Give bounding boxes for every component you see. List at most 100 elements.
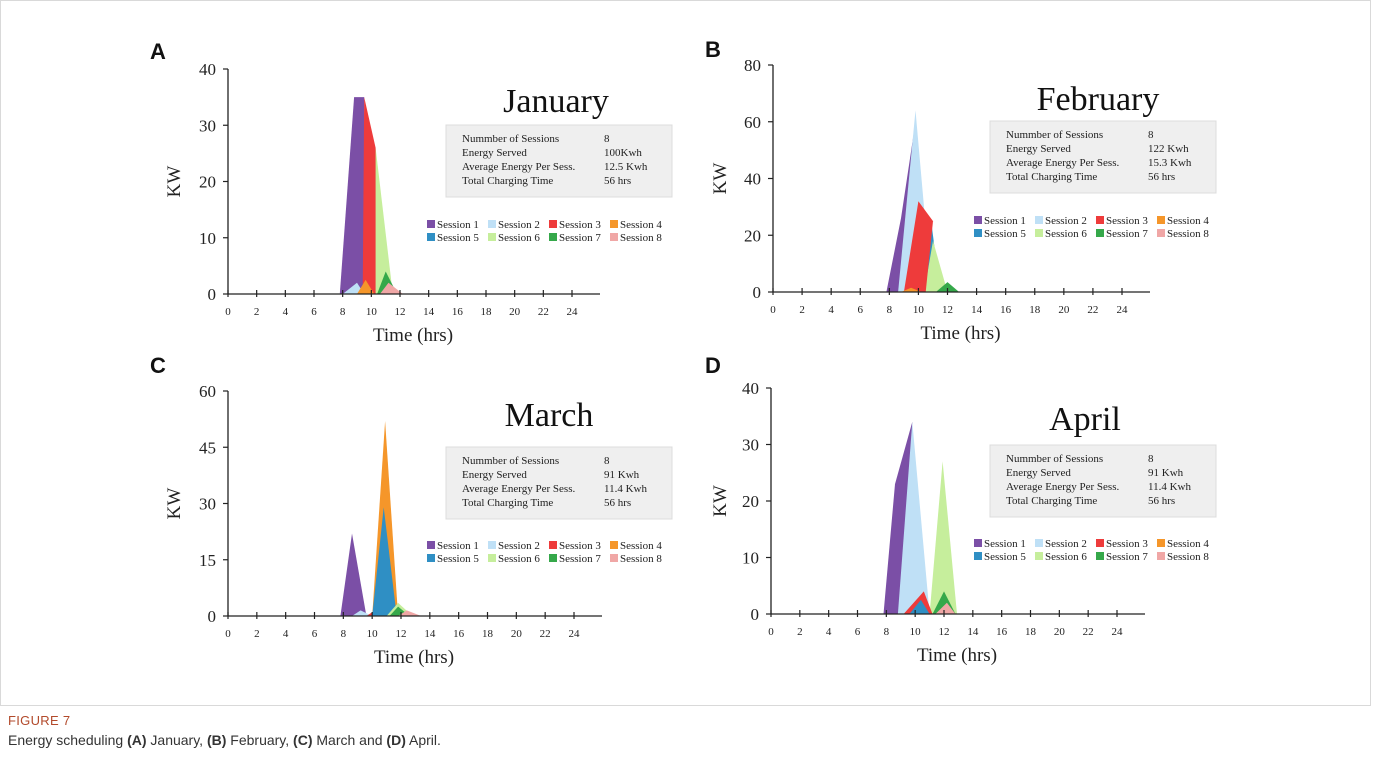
x-tick-label: 12 [942, 304, 953, 316]
series-area-session-3 [903, 201, 933, 292]
y-tick-label: 20 [742, 492, 759, 511]
legend-swatch [488, 233, 496, 241]
x-tick-label: 8 [884, 626, 890, 638]
legend-label: Session 1 [437, 540, 479, 552]
legend-label: Session 5 [984, 551, 1026, 563]
y-tick-label: 45 [199, 438, 216, 457]
stats-label: Nummber of Sessions [462, 455, 559, 467]
x-tick-label: 2 [797, 626, 803, 638]
legend-label: Session 7 [1106, 551, 1148, 563]
stats-value: 15.3 Kwh [1148, 157, 1192, 169]
legend-label: Session 3 [559, 540, 601, 552]
legend-label: Session 3 [1106, 538, 1148, 550]
legend-swatch [1035, 539, 1043, 547]
caption-part: April. [405, 732, 441, 748]
legend-label: Session 6 [498, 232, 540, 244]
stats-value: 122 Kwh [1148, 143, 1189, 155]
x-tick-label: 18 [1029, 304, 1041, 316]
x-axis-label: Time (hrs) [917, 645, 997, 666]
stats-value: 8 [1148, 129, 1154, 141]
legend-swatch [1035, 216, 1043, 224]
x-tick-label: 14 [424, 628, 436, 640]
x-tick-label: 12 [396, 628, 407, 640]
x-tick-label: 0 [768, 626, 774, 638]
x-tick-label: 22 [1083, 626, 1094, 638]
legend-label: Session 6 [1045, 228, 1087, 240]
stats-value: 56 hrs [1148, 495, 1175, 507]
x-tick-label: 2 [254, 628, 260, 640]
x-tick-label: 4 [828, 304, 834, 316]
x-tick-label: 24 [1112, 626, 1124, 638]
x-tick-label: 24 [569, 628, 581, 640]
x-tick-label: 22 [538, 306, 549, 318]
x-tick-label: 22 [540, 628, 551, 640]
x-tick-label: 10 [367, 628, 379, 640]
legend-label: Session 2 [498, 219, 540, 231]
x-tick-label: 2 [254, 306, 260, 318]
stats-label: Energy Served [462, 147, 527, 159]
legend-swatch [1035, 229, 1043, 237]
x-tick-label: 16 [996, 626, 1008, 638]
series-area-session-4 [357, 279, 375, 294]
y-tick-label: 0 [751, 605, 760, 624]
chart-title: April [1049, 401, 1121, 438]
legend-swatch [427, 554, 435, 562]
stats-box [989, 120, 1217, 194]
legend-label: Session 2 [498, 540, 540, 552]
caption-part: (C) [293, 732, 313, 748]
legend-swatch [1096, 552, 1104, 560]
x-tick-label: 16 [452, 306, 464, 318]
legend-label: Session 5 [437, 232, 479, 244]
stats-value: 11.4 Kwh [604, 483, 647, 495]
caption-part: February, [226, 732, 294, 748]
stats-label: Energy Served [1006, 143, 1071, 155]
legend-swatch [1096, 539, 1104, 547]
series-area-session-1 [340, 533, 367, 616]
panel-letter: C [150, 353, 166, 378]
series-area-session-2 [352, 610, 373, 616]
x-tick-label: 24 [1117, 304, 1129, 316]
legend-label: Session 3 [559, 219, 601, 231]
x-tick-label: 24 [567, 306, 579, 318]
legend-label: Session 4 [620, 219, 662, 231]
legend-swatch [610, 554, 618, 562]
stats-value: 8 [1148, 453, 1154, 465]
legend-label: Session 8 [620, 553, 662, 565]
legend-label: Session 7 [1106, 228, 1148, 240]
stats-value: 91 Kwh [604, 469, 640, 481]
stats-label: Energy Served [462, 469, 527, 481]
series-area-session-8 [379, 282, 403, 294]
y-tick-label: 20 [199, 173, 216, 192]
y-tick-label: 0 [208, 285, 217, 304]
x-axis-label: Time (hrs) [373, 325, 453, 346]
x-tick-label: 12 [395, 306, 406, 318]
legend-label: Session 7 [559, 553, 601, 565]
legend-label: Session 6 [1045, 551, 1087, 563]
legend-swatch [1035, 552, 1043, 560]
panel-letter: A [150, 39, 166, 64]
legend-swatch [1157, 552, 1165, 560]
x-tick-label: 4 [283, 628, 289, 640]
stats-value: 56 hrs [604, 497, 631, 509]
stats-value: 8 [604, 455, 610, 467]
stats-label: Nummber of Sessions [462, 133, 559, 145]
chart-title: February [1037, 81, 1160, 118]
legend-swatch [974, 216, 982, 224]
x-tick-label: 4 [283, 306, 289, 318]
x-tick-label: 22 [1087, 304, 1098, 316]
legend-label: Session 8 [620, 232, 662, 244]
stats-label: Nummber of Sessions [1006, 129, 1103, 141]
legend-label: Session 1 [984, 215, 1026, 227]
stats-label: Average Energy Per Sess. [1006, 157, 1119, 169]
legend-swatch [549, 233, 557, 241]
legend-swatch [974, 229, 982, 237]
x-tick-label: 14 [967, 626, 979, 638]
stats-value: 8 [604, 133, 610, 145]
x-tick-label: 18 [481, 306, 493, 318]
series-area-session-5 [372, 507, 397, 616]
figure-caption: FIGURE 7 Energy scheduling (A) January, … [8, 713, 1358, 748]
y-tick-label: 60 [744, 113, 761, 132]
